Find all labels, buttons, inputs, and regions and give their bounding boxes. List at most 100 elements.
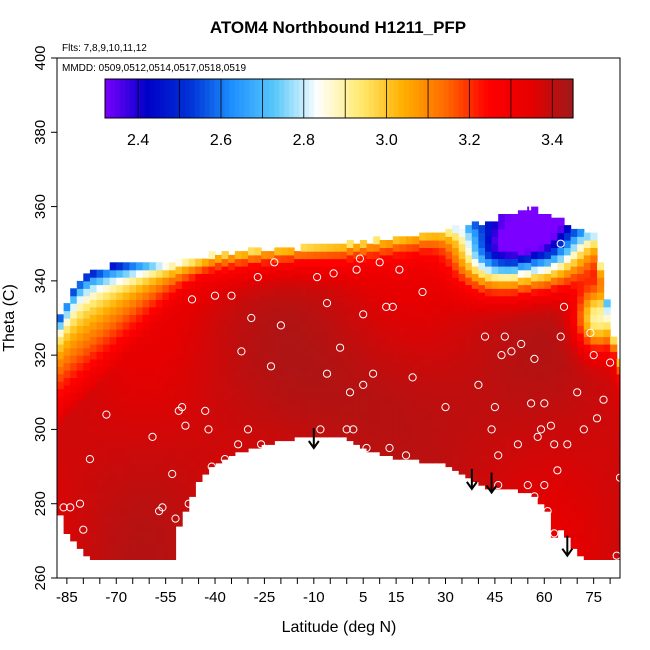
field-cell xyxy=(188,332,196,341)
field-cell xyxy=(333,370,341,378)
field-cell xyxy=(175,474,183,482)
field-cell xyxy=(353,362,361,371)
field-cell xyxy=(564,477,572,486)
field-cell xyxy=(313,325,321,334)
field-cell xyxy=(564,254,572,263)
flights-annotation: Flts: 7,8,9,10,11,12 xyxy=(62,43,147,54)
field-cell xyxy=(564,358,572,367)
field-cell xyxy=(445,258,453,267)
field-cell xyxy=(307,332,315,341)
field-cell xyxy=(136,358,144,367)
field-cell xyxy=(215,344,223,352)
field-cell xyxy=(221,392,229,401)
field-cell xyxy=(412,429,420,438)
field-cell xyxy=(96,403,104,412)
sample-point xyxy=(207,462,216,471)
field-cell xyxy=(524,329,532,338)
field-cell xyxy=(544,422,552,430)
field-cell xyxy=(577,266,585,274)
field-cell xyxy=(504,303,512,312)
field-cell xyxy=(373,407,381,416)
field-cell xyxy=(570,511,578,520)
field-cell xyxy=(603,462,611,471)
sample-point xyxy=(349,425,358,434)
sample-point xyxy=(487,425,496,434)
field-cell xyxy=(116,433,124,442)
colorbar-swatch xyxy=(363,79,370,118)
field-cell xyxy=(57,433,65,442)
field-cell xyxy=(511,310,519,319)
field-cell xyxy=(498,228,506,237)
field-cell xyxy=(438,314,447,323)
field-cell xyxy=(340,258,348,267)
field-cell xyxy=(280,262,289,271)
field-cell xyxy=(412,280,420,289)
field-cell xyxy=(517,262,526,271)
field-cell xyxy=(478,448,486,456)
field-cell xyxy=(182,451,190,460)
sample-point xyxy=(102,410,111,419)
field-cell xyxy=(208,303,216,312)
field-cell xyxy=(136,425,144,434)
field-cell xyxy=(57,351,65,360)
field-cell xyxy=(122,470,130,479)
field-cell xyxy=(188,436,196,445)
sample-point xyxy=(369,369,378,378)
field-cell xyxy=(228,440,236,449)
field-cell xyxy=(610,507,618,516)
x-tick-label: -70 xyxy=(105,589,127,606)
y-tick-label: 340 xyxy=(32,268,49,293)
field-cell xyxy=(610,470,618,479)
field-cell xyxy=(162,470,170,479)
field-cell xyxy=(83,407,91,416)
field-cell xyxy=(373,243,381,252)
field-cell xyxy=(162,329,170,338)
field-cell xyxy=(452,388,460,397)
field-cell xyxy=(478,462,486,471)
field-cell xyxy=(438,277,447,286)
field-cell xyxy=(63,422,71,430)
field-cell xyxy=(531,377,539,386)
field-cell xyxy=(550,462,559,471)
field-cell xyxy=(597,344,605,352)
field-cell xyxy=(379,269,387,278)
field-cell xyxy=(511,436,519,445)
field-cell xyxy=(359,388,368,397)
field-cell xyxy=(412,355,420,364)
field-cell xyxy=(129,544,137,553)
field-cell xyxy=(590,440,598,449)
sample-point xyxy=(313,273,322,282)
field-cell xyxy=(386,388,394,397)
field-cell xyxy=(511,258,519,267)
field-cell xyxy=(458,310,466,319)
field-cell xyxy=(261,414,269,423)
field-cell xyxy=(313,340,321,349)
field-cell xyxy=(182,384,190,393)
field-cell xyxy=(201,436,210,445)
field-cell xyxy=(564,247,572,256)
field-cell xyxy=(307,303,315,312)
field-cell xyxy=(333,340,341,349)
field-cell xyxy=(557,485,565,494)
colorbar-swatch xyxy=(463,79,470,118)
field-cell xyxy=(412,414,420,423)
field-cell xyxy=(96,529,104,538)
colorbar-swatch xyxy=(438,79,445,118)
field-cell xyxy=(590,277,598,286)
field-cell xyxy=(366,370,374,378)
field-cell xyxy=(478,336,486,345)
field-cell xyxy=(610,410,618,419)
field-cell xyxy=(577,228,585,237)
field-cell xyxy=(122,507,130,516)
field-cell xyxy=(327,318,335,326)
field-cell xyxy=(267,251,275,260)
field-cell xyxy=(228,292,236,300)
field-cell xyxy=(57,344,65,352)
field-cell xyxy=(524,396,532,404)
field-cell xyxy=(590,306,598,315)
field-cell xyxy=(564,284,572,293)
field-cell xyxy=(524,232,532,241)
field-cell xyxy=(103,425,111,434)
field-cell xyxy=(373,414,381,423)
